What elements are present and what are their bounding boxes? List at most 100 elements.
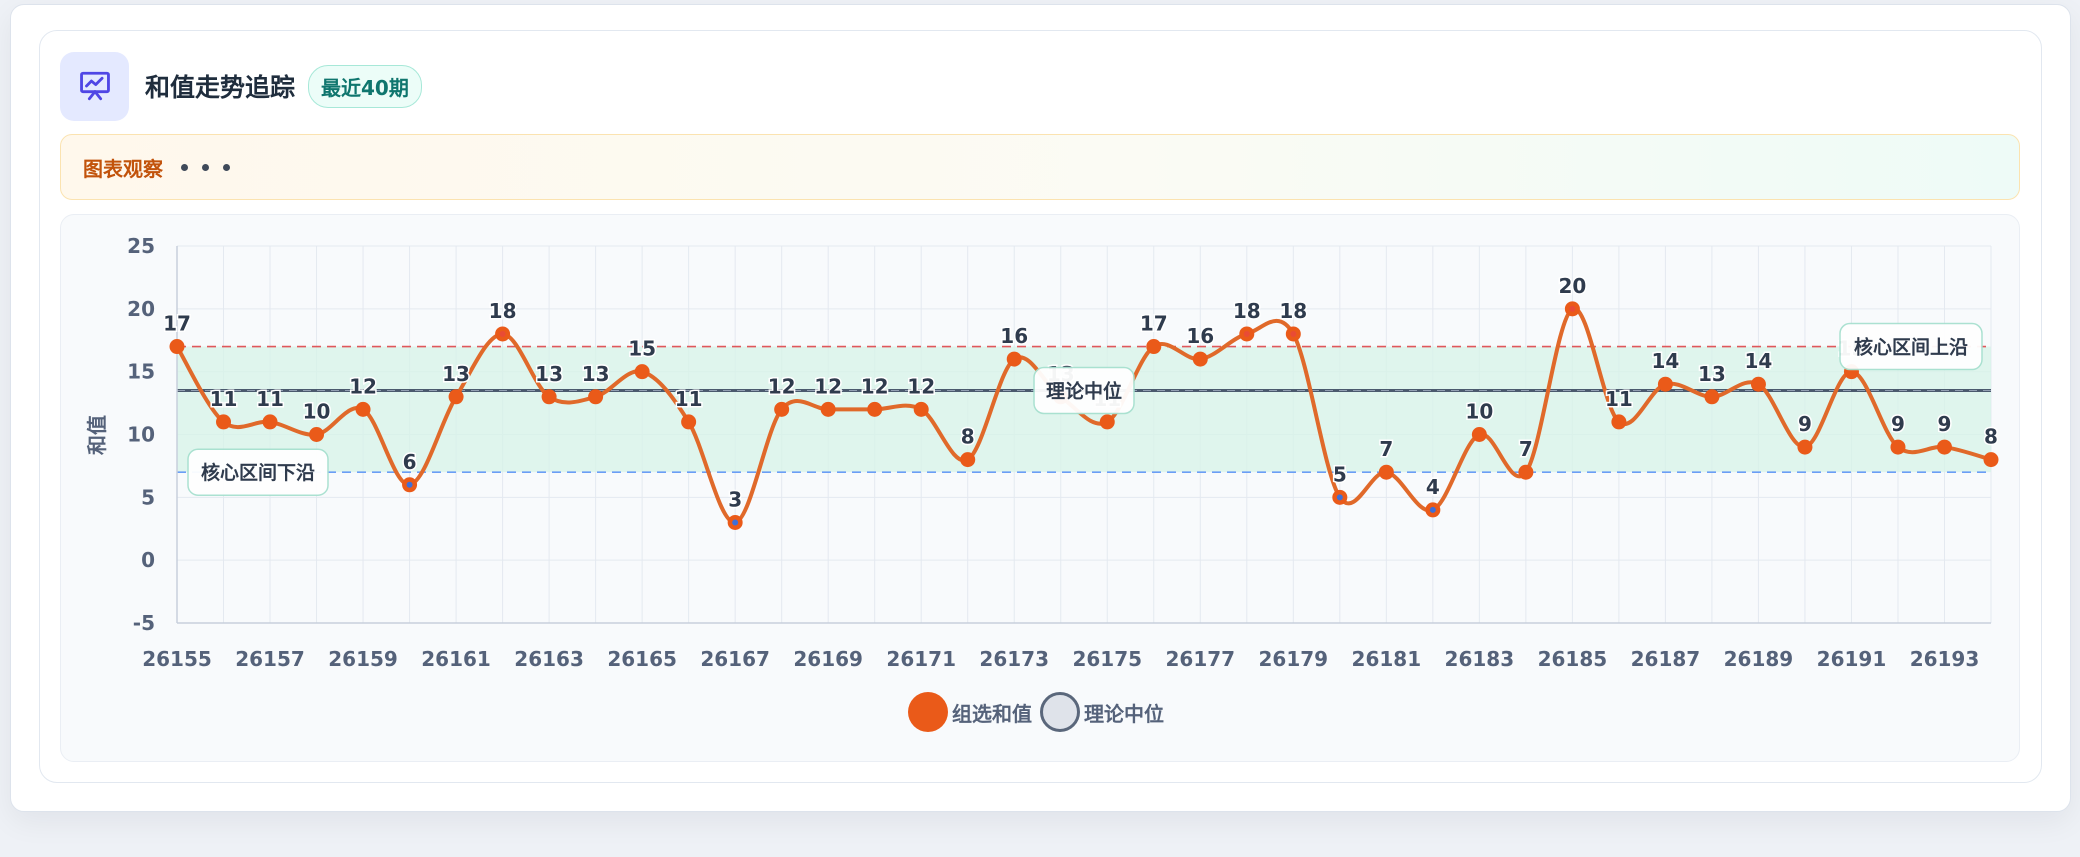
data-label: 10 xyxy=(1465,400,1493,424)
data-point xyxy=(1611,414,1627,430)
data-point xyxy=(1657,376,1673,392)
data-label: 3 xyxy=(728,487,742,511)
data-point xyxy=(867,401,883,417)
data-point xyxy=(1797,439,1813,455)
lower-bound-callout-text: 核心区间下沿 xyxy=(201,461,315,484)
data-point xyxy=(1890,439,1906,455)
data-label: 9 xyxy=(1798,412,1812,436)
data-label: 13 xyxy=(535,362,563,386)
data-label: 7 xyxy=(1519,437,1533,461)
observation-bar[interactable]: 图表观察 xyxy=(60,134,2020,200)
x-tick-label: 26173 xyxy=(979,647,1049,671)
data-label: 17 xyxy=(163,312,191,336)
data-point-low-marker xyxy=(1429,506,1436,513)
data-label: 13 xyxy=(1698,362,1726,386)
x-tick-label: 26175 xyxy=(1072,647,1142,671)
period-badge: 最近40期 xyxy=(308,64,422,108)
y-tick-label: -5 xyxy=(133,611,155,635)
y-tick-label: 0 xyxy=(141,548,155,572)
chart-legend: 组选和值 理论中位 xyxy=(908,692,1164,732)
data-label: 9 xyxy=(1938,412,1952,436)
x-tick-label: 26165 xyxy=(607,647,677,671)
data-point xyxy=(634,364,650,380)
data-label: 16 xyxy=(1000,324,1028,348)
data-point xyxy=(1518,464,1534,480)
data-label: 8 xyxy=(961,425,975,449)
data-point-low-marker xyxy=(732,519,739,526)
chart-presentation-icon xyxy=(60,51,129,121)
x-tick-label: 26193 xyxy=(1910,647,1980,671)
median-callout-box xyxy=(1033,366,1135,415)
data-point xyxy=(448,389,464,405)
data-label: 18 xyxy=(1279,299,1307,323)
more-dots-icon[interactable] xyxy=(181,163,230,171)
x-tick-label: 26161 xyxy=(421,647,491,671)
data-point xyxy=(1983,452,1999,468)
data-label: 4 xyxy=(1426,475,1440,499)
card-header: 和值走势追踪 最近40期 xyxy=(60,51,422,121)
x-tick-label: 26181 xyxy=(1352,647,1422,671)
x-tick-label: 26177 xyxy=(1165,647,1235,671)
data-point-high-marker xyxy=(1243,330,1250,337)
x-tick-label: 26169 xyxy=(793,647,863,671)
data-point xyxy=(1146,339,1162,355)
data-point xyxy=(913,401,929,417)
data-point xyxy=(588,389,604,405)
data-label: 8 xyxy=(1984,425,1998,449)
data-point xyxy=(1378,464,1394,480)
x-tick-label: 26171 xyxy=(886,647,956,671)
upper-bound-callout-box xyxy=(1839,322,1983,371)
x-tick-label: 26167 xyxy=(700,647,770,671)
data-point xyxy=(216,414,232,430)
data-label: 11 xyxy=(210,387,238,411)
data-label: 7 xyxy=(1379,437,1393,461)
data-label: 11 xyxy=(256,387,284,411)
plot-area xyxy=(60,214,2020,762)
x-tick-label: 26183 xyxy=(1445,647,1515,671)
data-point xyxy=(1704,389,1720,405)
data-point xyxy=(1936,439,1952,455)
y-tick-label: 20 xyxy=(127,297,155,321)
x-tick-label: 26179 xyxy=(1259,647,1329,671)
data-point-low-marker xyxy=(406,481,413,488)
data-point xyxy=(1006,351,1022,367)
data-point xyxy=(1099,414,1115,430)
data-point xyxy=(1192,351,1208,367)
data-label: 13 xyxy=(442,362,470,386)
data-point-high-marker xyxy=(499,330,506,337)
data-point xyxy=(960,452,976,468)
legend-item-series[interactable]: 组选和值 xyxy=(908,692,1032,732)
data-label: 12 xyxy=(907,374,935,398)
data-label: 18 xyxy=(489,299,517,323)
legend-item-median[interactable]: 理论中位 xyxy=(1040,692,1164,732)
x-tick-label: 26189 xyxy=(1724,647,1794,671)
data-label: 6 xyxy=(403,450,417,474)
data-point xyxy=(820,401,836,417)
x-tick-label: 26163 xyxy=(514,647,584,671)
data-point xyxy=(681,414,697,430)
legend-label-series: 组选和值 xyxy=(952,701,1032,726)
x-tick-label: 26159 xyxy=(328,647,398,671)
data-point-high-marker xyxy=(1569,305,1576,312)
data-label: 11 xyxy=(675,387,703,411)
data-label: 14 xyxy=(1651,349,1679,373)
page-title: 和值走势追踪 xyxy=(145,73,296,102)
data-label: 13 xyxy=(582,362,610,386)
lower-bound-callout-box xyxy=(187,448,329,496)
y-tick-label: 25 xyxy=(127,234,155,258)
data-point xyxy=(1471,427,1487,442)
data-point xyxy=(541,389,557,405)
data-label: 12 xyxy=(814,374,842,398)
data-point xyxy=(355,401,371,417)
data-label: 17 xyxy=(1140,312,1168,336)
legend-swatch-series xyxy=(908,692,948,732)
observation-label: 图表观察 xyxy=(83,156,163,181)
data-label: 12 xyxy=(861,374,889,398)
x-tick-label: 26155 xyxy=(142,647,212,671)
y-tick-label: 15 xyxy=(127,360,155,384)
data-label: 15 xyxy=(628,337,656,361)
data-label: 16 xyxy=(1186,324,1214,348)
legend-label-median: 理论中位 xyxy=(1084,701,1164,726)
data-label: 12 xyxy=(349,374,377,398)
